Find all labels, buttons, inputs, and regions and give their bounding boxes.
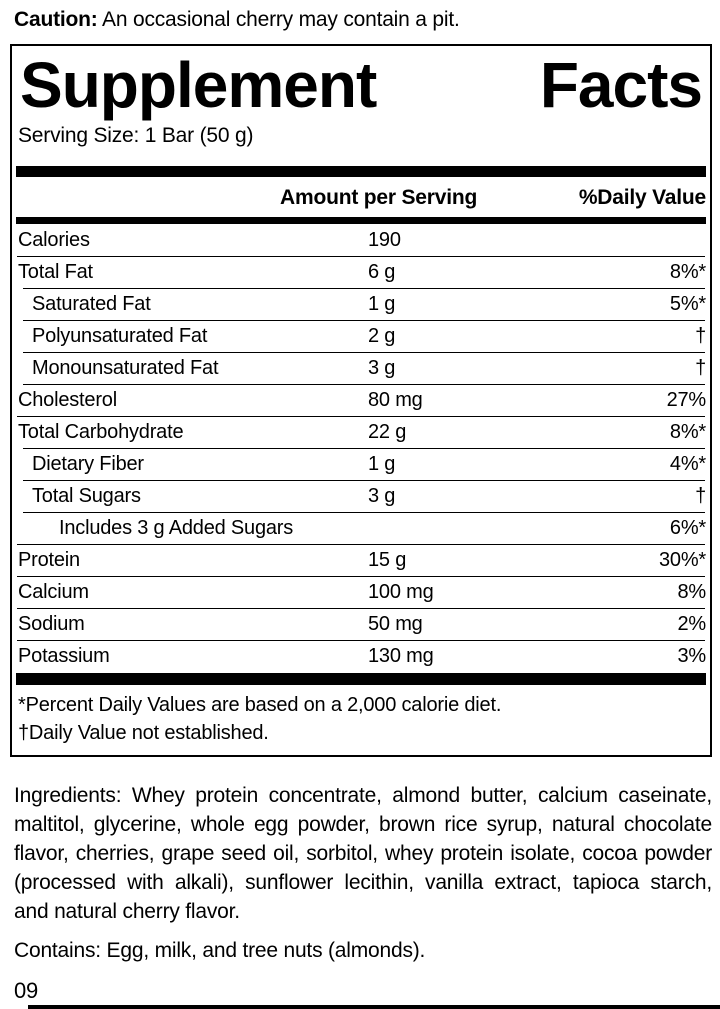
nutrient-daily-value: † xyxy=(695,484,706,507)
nutrient-name: Calories xyxy=(18,228,90,251)
nutrient-row: Includes 3 g Added Sugars 6%* xyxy=(16,512,706,544)
panel-title-word-supplement: Supplement xyxy=(20,49,377,121)
nutrient-amount: 50 mg xyxy=(368,612,423,635)
nutrient-name: Total Carbohydrate xyxy=(18,420,184,443)
nutrient-row: Monounsaturated Fat 3 g † xyxy=(16,352,706,384)
nutrient-daily-value: 30%* xyxy=(658,548,706,571)
nutrient-amount: 3 g xyxy=(368,484,396,507)
nutrient-row: Potassium 130 mg 3% xyxy=(16,640,706,672)
caution-label: Caution: xyxy=(14,8,98,31)
nutrient-amount: 1 g xyxy=(368,452,396,475)
nutrient-name: Monounsaturated Fat xyxy=(32,356,219,379)
nutrient-row: Cholesterol 80 mg 27% xyxy=(16,384,706,416)
ingredients-line: flavor, cherries, grape seed oil, sorbit… xyxy=(14,842,712,865)
nutrient-name: Cholesterol xyxy=(18,388,117,411)
supplement-facts-panel: Supplement Facts Serving Size: 1 Bar (50… xyxy=(10,44,712,757)
nutrient-name: Total Fat xyxy=(18,260,93,283)
nutrient-name: Polyunsaturated Fat xyxy=(32,324,208,347)
nutrient-row: Saturated Fat 1 g 5%* xyxy=(16,288,706,320)
nutrient-daily-value: † xyxy=(695,356,706,379)
nutrient-daily-value: 3% xyxy=(677,644,706,667)
nutrient-name: Saturated Fat xyxy=(32,292,151,315)
nutrient-row: Calories 190 xyxy=(16,224,706,256)
column-headers: Amount per Serving %Daily Value xyxy=(16,177,706,217)
nutrient-row: Polyunsaturated Fat 2 g † xyxy=(16,320,706,352)
page-code: 09 xyxy=(14,978,39,1003)
nutrient-daily-value: 8%* xyxy=(669,260,706,283)
footnote-line: *Percent Daily Values are based on a 2,0… xyxy=(18,694,502,716)
nutrient-daily-value: 8%* xyxy=(669,420,706,443)
nutrient-row: Calcium 100 mg 8% xyxy=(16,576,706,608)
nutrient-daily-value: 8% xyxy=(677,580,706,603)
nutrient-amount: 2 g xyxy=(368,324,396,347)
ingredients-line: Ingredients: Whey protein concentrate, a… xyxy=(14,784,712,807)
nutrient-amount: 130 mg xyxy=(368,644,434,667)
nutrient-name: Total Sugars xyxy=(32,484,141,507)
panel-title: Supplement Facts xyxy=(16,48,706,118)
nutrient-amount: 22 g xyxy=(368,420,407,443)
nutrient-row: Total Carbohydrate 22 g 8%* xyxy=(16,416,706,448)
ingredients-paragraph: Ingredients: Whey protein concentrate, a… xyxy=(14,781,712,926)
nutrient-name: Calcium xyxy=(18,580,89,603)
divider-bar-top xyxy=(16,166,706,177)
nutrient-amount: 190 xyxy=(368,228,401,251)
nutrient-row: Total Fat 6 g 8%* xyxy=(16,256,706,288)
footnotes: *Percent Daily Values are based on a 2,0… xyxy=(16,685,706,747)
divider-bar-bottom xyxy=(16,673,706,685)
nutrient-name: Sodium xyxy=(18,612,85,635)
panel-title-word-facts: Facts xyxy=(539,49,703,121)
nutrient-amount: 1 g xyxy=(368,292,396,315)
nutrient-row: Protein 15 g 30%* xyxy=(16,544,706,576)
nutrient-row: Sodium 50 mg 2% xyxy=(16,608,706,640)
nutrient-table: Calories 190 Total Fat 6 g 8%* Saturated… xyxy=(16,224,706,672)
nutrient-daily-value: 6%* xyxy=(669,516,706,539)
daily-value-column-header: %Daily Value xyxy=(578,186,706,209)
nutrient-name: Protein xyxy=(18,548,80,571)
nutrient-name: Includes 3 g Added Sugars xyxy=(59,516,294,539)
nutrient-name: Dietary Fiber xyxy=(32,452,144,475)
nutrient-daily-value: † xyxy=(695,324,706,347)
nutrient-daily-value: 2% xyxy=(677,612,706,635)
footnote-line: †Daily Value not established. xyxy=(18,722,269,744)
ingredients-line: and natural cherry flavor. xyxy=(14,900,240,923)
divider-bar-header xyxy=(16,217,706,224)
nutrient-amount: 15 g xyxy=(368,548,407,571)
allergen-statement: Contains: Egg, milk, and tree nuts (almo… xyxy=(14,939,426,962)
ingredients-line: maltitol, glycerine, whole egg powder, b… xyxy=(14,813,712,836)
serving-size: Serving Size: 1 Bar (50 g) xyxy=(18,124,254,147)
nutrient-row: Total Sugars 3 g † xyxy=(16,480,706,512)
nutrient-amount: 80 mg xyxy=(368,388,423,411)
caution-line: Caution: An occasional cherry may contai… xyxy=(14,8,712,32)
ingredients-line: (processed with alkali), sunflower lecit… xyxy=(14,871,712,894)
nutrient-daily-value: 4%* xyxy=(669,452,706,475)
nutrient-daily-value: 5%* xyxy=(669,292,706,315)
caution-text: An occasional cherry may contain a pit. xyxy=(102,8,460,31)
nutrient-amount: 6 g xyxy=(368,260,396,283)
nutrient-row: Dietary Fiber 1 g 4%* xyxy=(16,448,706,480)
bottom-crop-bar xyxy=(28,1005,720,1009)
nutrient-daily-value: 27% xyxy=(666,388,707,411)
nutrient-amount: 100 mg xyxy=(368,580,434,603)
nutrient-amount: 3 g xyxy=(368,356,396,379)
amount-column-header: Amount per Serving xyxy=(280,186,478,209)
nutrient-name: Potassium xyxy=(18,644,110,667)
